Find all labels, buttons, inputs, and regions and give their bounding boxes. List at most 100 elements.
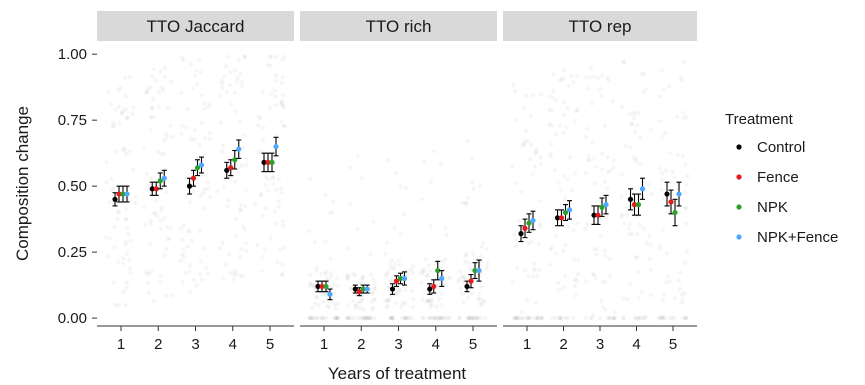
data-point — [435, 267, 441, 274]
raw-point — [327, 305, 331, 309]
raw-point — [121, 290, 125, 294]
raw-point — [131, 167, 135, 171]
raw-point — [336, 284, 340, 288]
raw-point — [169, 80, 173, 84]
raw-point — [238, 208, 242, 212]
raw-point — [364, 316, 368, 320]
raw-point — [583, 227, 587, 231]
raw-point — [385, 298, 389, 302]
raw-point — [157, 105, 161, 109]
raw-point — [403, 288, 407, 292]
raw-point — [649, 192, 653, 196]
raw-point — [575, 221, 579, 225]
raw-point — [619, 172, 623, 176]
raw-point — [125, 286, 129, 290]
raw-point — [657, 119, 661, 123]
raw-point — [684, 115, 688, 119]
raw-point — [591, 74, 595, 78]
raw-point — [620, 105, 624, 109]
raw-point — [122, 108, 126, 112]
raw-point — [244, 188, 248, 192]
data-point — [393, 278, 400, 284]
raw-point — [261, 126, 265, 130]
x-tick-label: 2 — [357, 336, 365, 353]
data-point — [124, 191, 130, 197]
y-tick-label: 0.25 — [58, 244, 87, 261]
data-point — [116, 191, 122, 197]
raw-point — [554, 98, 558, 102]
raw-point — [410, 316, 414, 320]
raw-point — [163, 75, 167, 79]
raw-point — [630, 232, 634, 236]
raw-point — [636, 270, 640, 274]
raw-point — [566, 177, 570, 181]
raw-point — [591, 140, 595, 144]
raw-point — [234, 217, 238, 221]
raw-point — [281, 223, 285, 227]
raw-point — [586, 87, 590, 91]
facet-panel-2: TTO rich 1 2 3 4 5 — [300, 11, 497, 353]
raw-point — [274, 221, 278, 225]
raw-point — [321, 299, 325, 303]
raw-point — [420, 197, 424, 201]
raw-point — [601, 305, 605, 309]
y-tick-label: 1.00 — [58, 46, 87, 63]
raw-point — [371, 307, 375, 311]
raw-point — [421, 267, 425, 271]
background-points — [510, 60, 690, 320]
raw-point — [603, 253, 607, 257]
raw-point — [146, 280, 150, 284]
data-point — [161, 175, 167, 181]
raw-point — [628, 282, 632, 286]
raw-point — [470, 291, 474, 295]
raw-point — [685, 221, 689, 225]
data-point — [397, 275, 404, 282]
raw-point — [660, 69, 664, 73]
raw-point — [641, 90, 645, 94]
raw-point — [584, 171, 588, 175]
raw-point — [592, 247, 596, 251]
raw-point — [369, 299, 373, 303]
raw-point — [188, 200, 192, 204]
raw-point — [664, 280, 668, 284]
raw-point — [561, 101, 565, 105]
raw-point — [233, 109, 237, 113]
raw-point — [591, 313, 595, 317]
raw-point — [598, 234, 602, 238]
raw-point — [238, 273, 242, 277]
raw-point — [240, 84, 244, 88]
background-points — [307, 139, 490, 320]
raw-point — [422, 160, 426, 164]
raw-point — [458, 287, 462, 291]
data-point — [530, 217, 536, 224]
raw-point — [279, 187, 283, 191]
x-tick-label: 5 — [469, 336, 477, 353]
raw-point — [110, 177, 114, 181]
x-tick-label: 5 — [669, 336, 677, 353]
raw-point — [225, 90, 229, 94]
raw-point — [194, 68, 198, 72]
raw-point — [567, 84, 571, 88]
raw-point — [261, 214, 265, 218]
raw-point — [571, 316, 575, 320]
raw-point — [608, 274, 612, 278]
raw-point — [165, 190, 169, 194]
raw-point — [274, 103, 278, 107]
series-npk — [323, 260, 478, 294]
raw-point — [648, 257, 652, 261]
raw-point — [142, 205, 146, 209]
facet-strip-label: TTO Jaccard — [147, 17, 245, 36]
x-tick-label: 2 — [154, 336, 162, 353]
raw-point — [632, 116, 636, 120]
raw-point — [467, 261, 471, 265]
raw-point — [537, 268, 541, 272]
raw-point — [149, 127, 153, 131]
raw-point — [563, 243, 567, 247]
x-axis-title: Years of treatment — [328, 364, 467, 383]
raw-point — [222, 185, 226, 189]
raw-point — [517, 219, 521, 223]
raw-point — [464, 254, 468, 258]
raw-point — [514, 181, 518, 185]
series-npk — [120, 149, 275, 203]
raw-point — [202, 246, 206, 250]
